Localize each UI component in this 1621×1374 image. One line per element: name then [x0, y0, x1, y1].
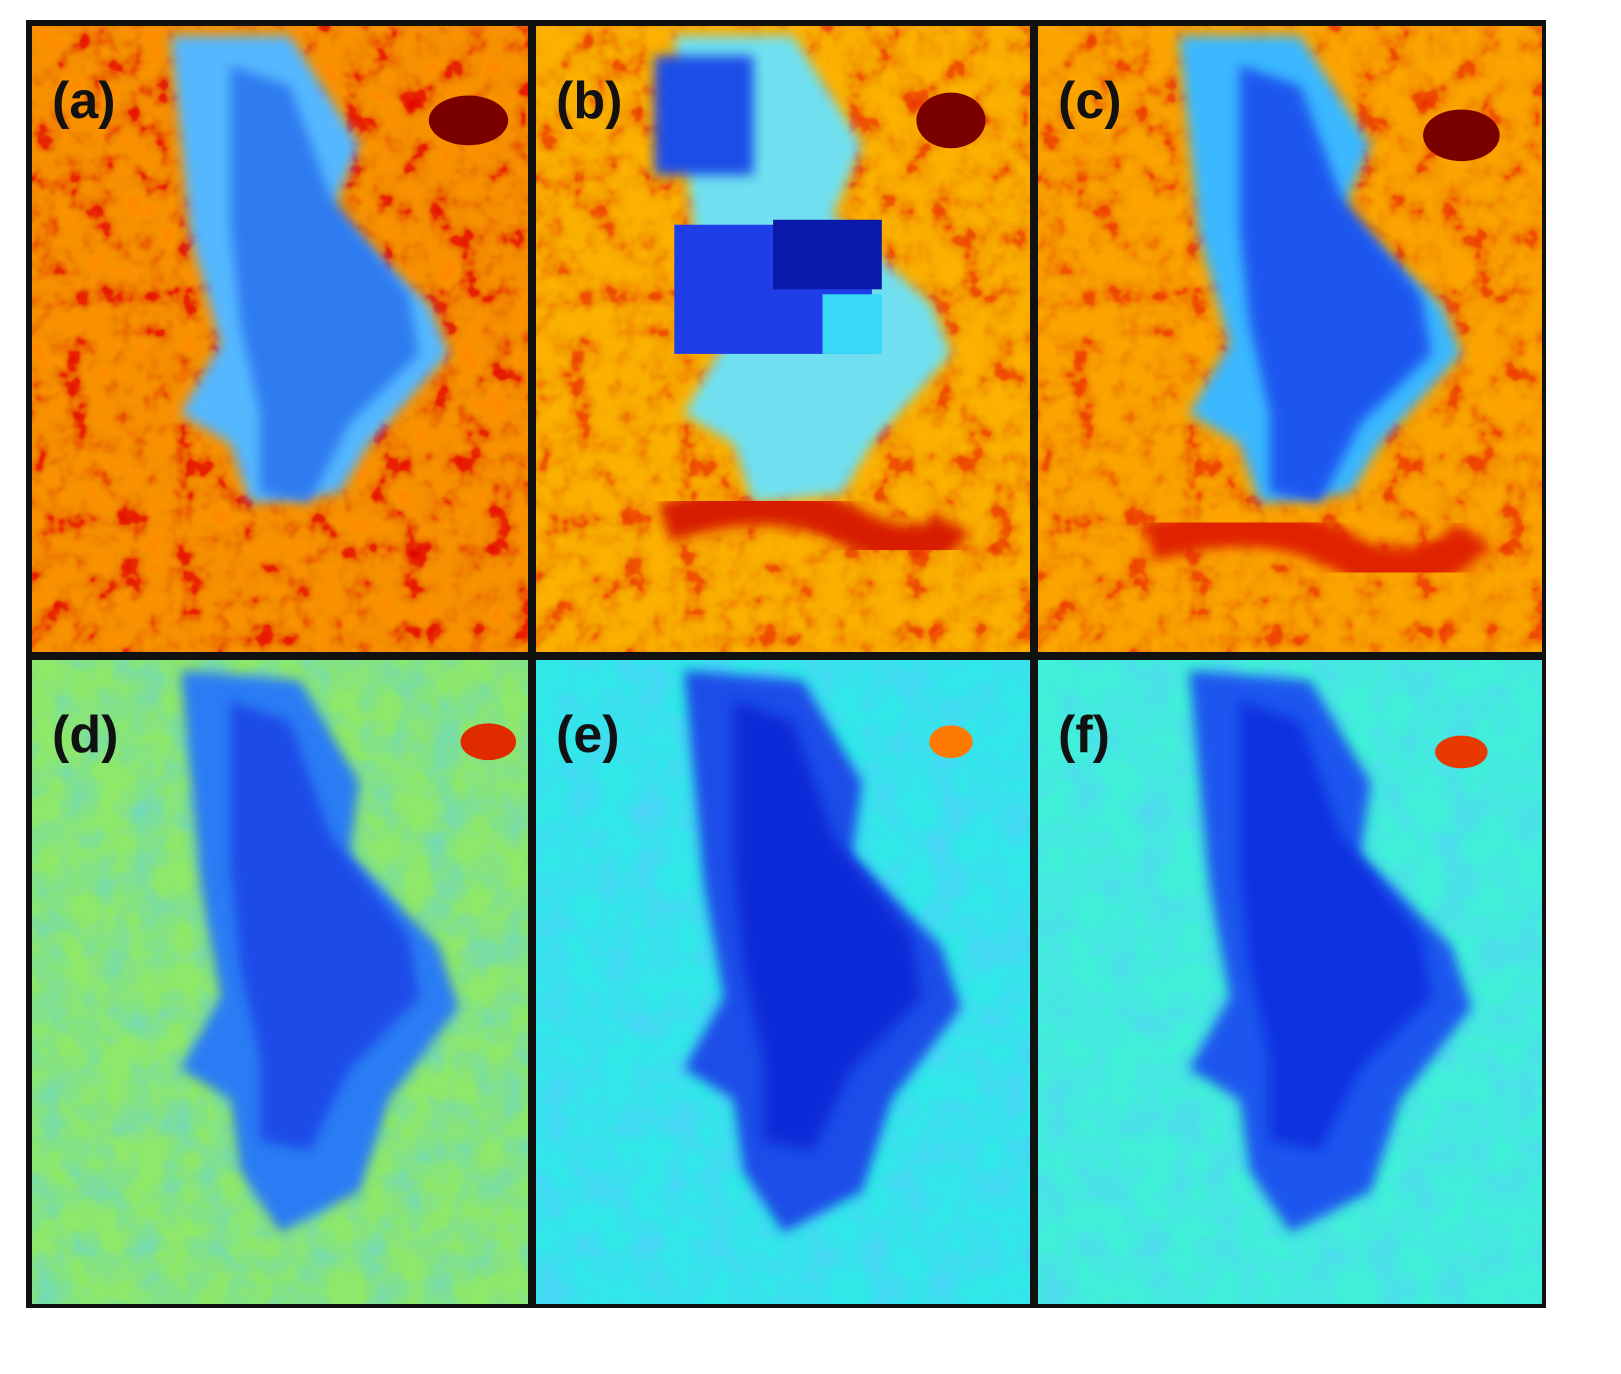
panel-label: (a) — [52, 72, 116, 130]
panel-label: (d) — [52, 706, 118, 764]
panel-label: (e) — [556, 706, 620, 764]
panel-label: (f) — [1058, 706, 1110, 764]
panel — [1038, 660, 1542, 1304]
panel — [32, 660, 528, 1304]
panel — [536, 660, 1030, 1304]
panel — [536, 26, 1030, 652]
panel — [32, 26, 528, 652]
panel — [1038, 26, 1542, 652]
panel-label: (b) — [556, 72, 622, 130]
panel-label: (c) — [1058, 72, 1122, 130]
